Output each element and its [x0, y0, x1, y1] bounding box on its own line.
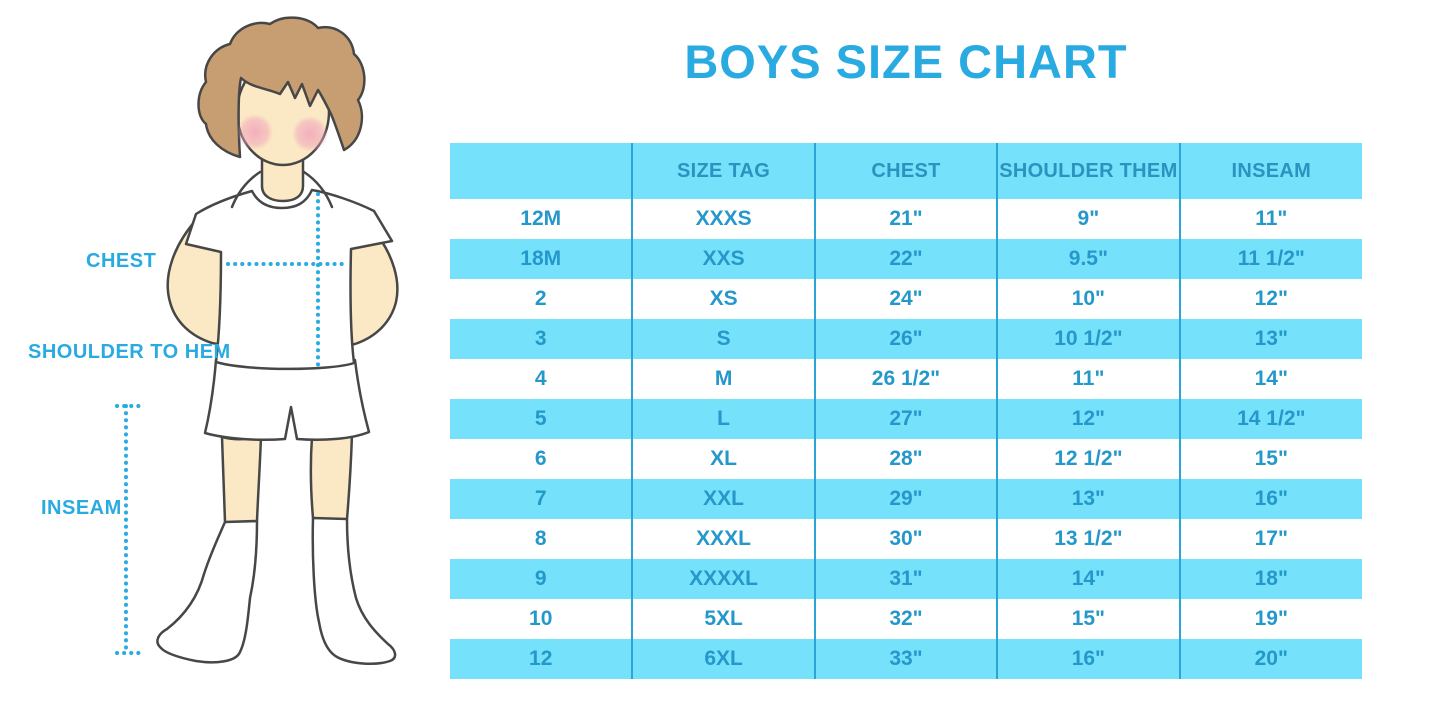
shoulder-lines: [230, 170, 334, 209]
table-cell: 8: [450, 519, 634, 559]
size-table-body: 12M XXXS 21" 9" 11" 18M XXS 22" 9.5" 11 1/2" 2 XS 24…: [450, 199, 1362, 679]
table-row: 18M XXS 22" 9.5" 11 1/2": [450, 239, 1362, 279]
column-header-size-tag: SIZE TAG: [632, 143, 816, 199]
table-cell: 5: [450, 399, 634, 439]
table-cell: 13": [997, 479, 1181, 519]
table-cell: 10: [450, 599, 634, 639]
table-row: 5 L 27" 12" 14 1/2": [450, 399, 1362, 439]
table-cell: 12M: [450, 199, 634, 239]
table-cell: 13 1/2": [997, 519, 1181, 559]
shorts: [203, 358, 371, 441]
table-cell: 14 1/2": [1237, 407, 1306, 430]
table-cell: 18": [1254, 567, 1288, 590]
table-cell: 6XL: [632, 639, 816, 679]
table-cell: 11": [997, 359, 1181, 399]
boy-figure-svg: [115, 16, 399, 666]
column-header-size: [450, 143, 634, 199]
header-row: SIZE TAG CHEST SHOULDER THEM INSEAM: [450, 143, 1362, 199]
table-cell: 9": [997, 199, 1181, 239]
table-cell: XS: [632, 279, 816, 319]
table-cell: XL: [632, 439, 816, 479]
table-cell: 15": [997, 599, 1181, 639]
right-cheek: [292, 116, 328, 152]
table-row: 4 M 26 1/2" 11" 14": [450, 359, 1362, 399]
left-leg: [220, 434, 263, 527]
table-cell: XXL: [632, 479, 816, 519]
inseam-label: INSEAM: [41, 497, 122, 519]
table-cell: 10 1/2": [997, 319, 1181, 359]
table-row: 12M XXXS 21" 9" 11": [450, 199, 1362, 239]
column-header-chest: CHEST: [814, 143, 999, 199]
table-cell: 2: [450, 279, 634, 319]
table-cell: 31": [814, 559, 999, 599]
table-row: 9 XXXXL 31" 14" 18": [450, 559, 1362, 599]
table-cell: L: [632, 399, 816, 439]
right-sock: [311, 516, 397, 666]
table-cell: 18M: [450, 239, 634, 279]
table-cell: 33": [814, 639, 999, 679]
table-cell: 20": [1254, 647, 1288, 670]
table-cell: 22": [814, 239, 999, 279]
table-cell: XXXXL: [632, 559, 816, 599]
tshirt: [184, 188, 394, 371]
right-leg: [309, 432, 354, 524]
table-cell: 29": [814, 479, 999, 519]
table-cell: 14": [1254, 367, 1288, 390]
table-row: 8 XXXL 30" 13 1/2" 17": [450, 519, 1362, 559]
table-cell: 14": [997, 559, 1181, 599]
table-cell: 4: [450, 359, 634, 399]
table-cell: 7: [450, 479, 634, 519]
size-table-header: SIZE TAG CHEST SHOULDER THEM INSEAM: [450, 143, 1362, 199]
left-cheek: [237, 114, 273, 150]
table-cell: 12 1/2": [997, 439, 1181, 479]
shoulder-to-hem-label: SHOULDER TO HEM: [28, 341, 231, 363]
table-cell: 19": [1254, 607, 1288, 630]
column-header-inseam: INSEAM: [1231, 159, 1312, 182]
table-cell: S: [632, 319, 816, 359]
table-cell: 12: [450, 639, 634, 679]
chest-label: CHEST: [86, 250, 157, 272]
table-cell: 12": [997, 399, 1181, 439]
page-title: BOYS SIZE CHART: [684, 35, 1128, 88]
table-cell: 17": [1254, 527, 1288, 550]
boy-illustration: [0, 0, 450, 723]
table-cell: 16": [1254, 487, 1288, 510]
size-table: SIZE TAG CHEST SHOULDER THEM INSEAM 12M X…: [450, 143, 1362, 679]
table-cell: XXXL: [632, 519, 816, 559]
table-cell: 15": [1254, 447, 1288, 470]
table-cell: 26 1/2": [814, 359, 999, 399]
table-cell: 24": [814, 279, 999, 319]
table-row: 12 6XL 33" 16" 20": [450, 639, 1362, 679]
table-cell: XXXS: [632, 199, 816, 239]
table-row: 2 XS 24" 10" 12": [450, 279, 1362, 319]
table-row: 3 S 26" 10 1/2" 13": [450, 319, 1362, 359]
table-cell: 28": [814, 439, 999, 479]
table-cell: 26": [814, 319, 999, 359]
table-cell: 6: [450, 439, 634, 479]
left-sock: [156, 519, 259, 664]
table-row: 6 XL 28" 12 1/2" 15": [450, 439, 1362, 479]
table-cell: 9: [450, 559, 634, 599]
table-cell: 11 1/2": [1237, 247, 1305, 270]
table-cell: 11": [1255, 207, 1288, 230]
table-cell: XXS: [632, 239, 816, 279]
table-cell: 27": [814, 399, 999, 439]
table-cell: 3: [450, 319, 634, 359]
table-row: 10 5XL 32" 15" 19": [450, 599, 1362, 639]
table-cell: 13": [1254, 327, 1288, 350]
table-row: 7 XXL 29" 13" 16": [450, 479, 1362, 519]
table-cell: 21": [814, 199, 999, 239]
column-header-shoulder-them: SHOULDER THEM: [997, 143, 1181, 199]
table-cell: 5XL: [632, 599, 816, 639]
hair: [197, 16, 366, 159]
table-cell: 9.5": [997, 239, 1181, 279]
table-cell: 12": [1254, 287, 1288, 310]
table-cell: 30": [814, 519, 999, 559]
table-cell: 16": [997, 639, 1181, 679]
table-cell: M: [632, 359, 816, 399]
table-cell: 10": [997, 279, 1181, 319]
table-cell: 32": [814, 599, 999, 639]
